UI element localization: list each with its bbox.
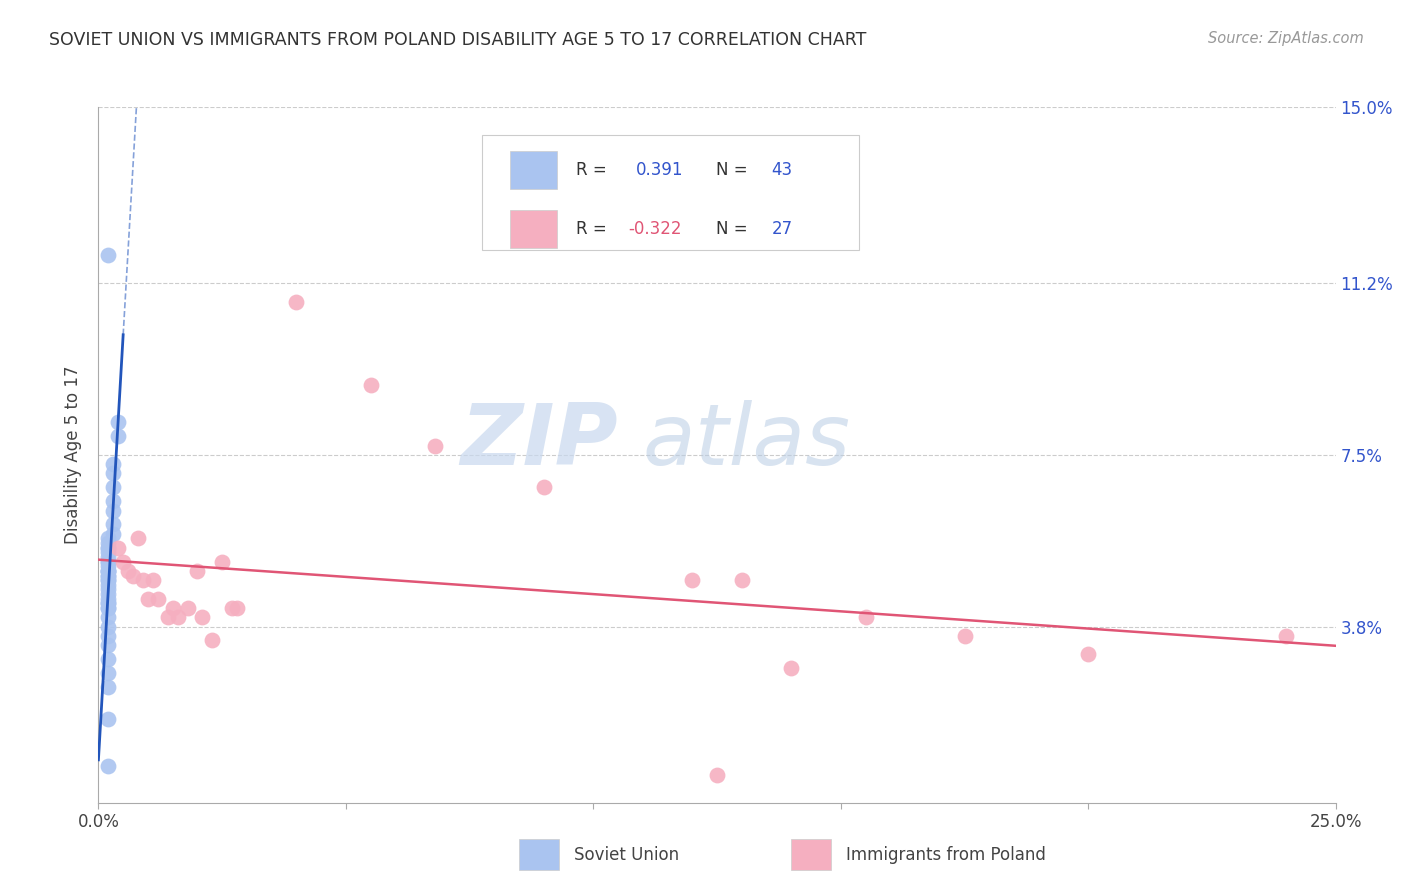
Text: N =: N = (716, 219, 752, 238)
Point (97, 568, 120, 582)
Point (780, 661, 803, 675)
FancyBboxPatch shape (482, 135, 859, 250)
Text: ZIP: ZIP (460, 400, 619, 483)
Text: -0.322: -0.322 (628, 219, 682, 238)
Point (97, 541, 120, 555)
Point (855, 610, 877, 624)
Point (706, 768, 728, 782)
Point (122, 568, 145, 582)
Point (681, 573, 703, 587)
Point (97, 596, 120, 610)
Point (146, 591, 169, 606)
Point (103, 526, 125, 541)
Point (97, 665, 120, 680)
Point (226, 601, 249, 615)
Point (97, 573, 120, 587)
Point (1077, 648, 1099, 662)
Point (731, 573, 754, 587)
Point (97, 601, 120, 615)
Point (97, 629, 120, 643)
Point (156, 610, 179, 624)
Point (103, 503, 125, 517)
Point (97, 532, 120, 546)
Point (186, 564, 208, 578)
Point (97, 536, 120, 550)
Point (97, 587, 120, 601)
Text: Immigrants from Poland: Immigrants from Poland (846, 846, 1046, 864)
Point (103, 494, 125, 508)
Point (97, 564, 120, 578)
Point (107, 541, 129, 555)
Point (97, 758, 120, 772)
Point (533, 480, 555, 494)
Point (97, 578, 120, 592)
Point (360, 378, 382, 392)
Point (127, 532, 149, 546)
Point (97, 555, 120, 569)
Text: R =: R = (576, 161, 612, 178)
Point (97, 555, 120, 569)
Point (97, 601, 120, 615)
Point (97, 596, 120, 610)
Point (97, 652, 120, 666)
Text: Source: ZipAtlas.com: Source: ZipAtlas.com (1208, 31, 1364, 46)
Point (166, 610, 188, 624)
Text: 27: 27 (772, 219, 793, 238)
Point (97, 549, 120, 564)
Y-axis label: Disability Age 5 to 17: Disability Age 5 to 17 (65, 366, 83, 544)
Text: SOVIET UNION VS IMMIGRANTS FROM POLAND DISABILITY AGE 5 TO 17 CORRELATION CHART: SOVIET UNION VS IMMIGRANTS FROM POLAND D… (49, 31, 866, 49)
Point (285, 294, 308, 309)
Point (97, 591, 120, 606)
Text: Soviet Union: Soviet Union (574, 846, 679, 864)
Point (103, 467, 125, 481)
Point (107, 429, 129, 443)
Point (97, 559, 120, 574)
Point (191, 610, 214, 624)
Point (1275, 629, 1298, 643)
Point (953, 629, 976, 643)
Point (112, 555, 135, 569)
Point (221, 601, 243, 615)
Point (97, 610, 120, 624)
Text: 43: 43 (772, 161, 793, 178)
Point (103, 517, 125, 532)
Text: 0.391: 0.391 (636, 161, 683, 178)
Point (211, 555, 233, 569)
Point (97, 541, 120, 555)
Point (97, 564, 120, 578)
Point (103, 457, 125, 471)
Point (132, 573, 155, 587)
Point (117, 564, 139, 578)
Point (142, 573, 165, 587)
Point (97, 568, 120, 582)
Text: R =: R = (576, 219, 612, 238)
Point (97, 564, 120, 578)
Point (107, 416, 129, 430)
Point (176, 601, 198, 615)
Text: atlas: atlas (643, 400, 851, 483)
FancyBboxPatch shape (510, 151, 557, 189)
Point (97, 573, 120, 587)
Point (103, 480, 125, 494)
Point (136, 591, 159, 606)
Point (97, 638, 120, 652)
Point (423, 439, 446, 453)
Point (97, 619, 120, 633)
Point (97, 680, 120, 694)
FancyBboxPatch shape (510, 210, 557, 248)
Point (97, 582, 120, 597)
FancyBboxPatch shape (519, 839, 558, 871)
FancyBboxPatch shape (792, 839, 831, 871)
Point (97, 545, 120, 559)
Text: N =: N = (716, 161, 752, 178)
Point (97, 712, 120, 726)
Point (97, 248, 120, 262)
Point (201, 633, 224, 648)
Point (162, 601, 184, 615)
